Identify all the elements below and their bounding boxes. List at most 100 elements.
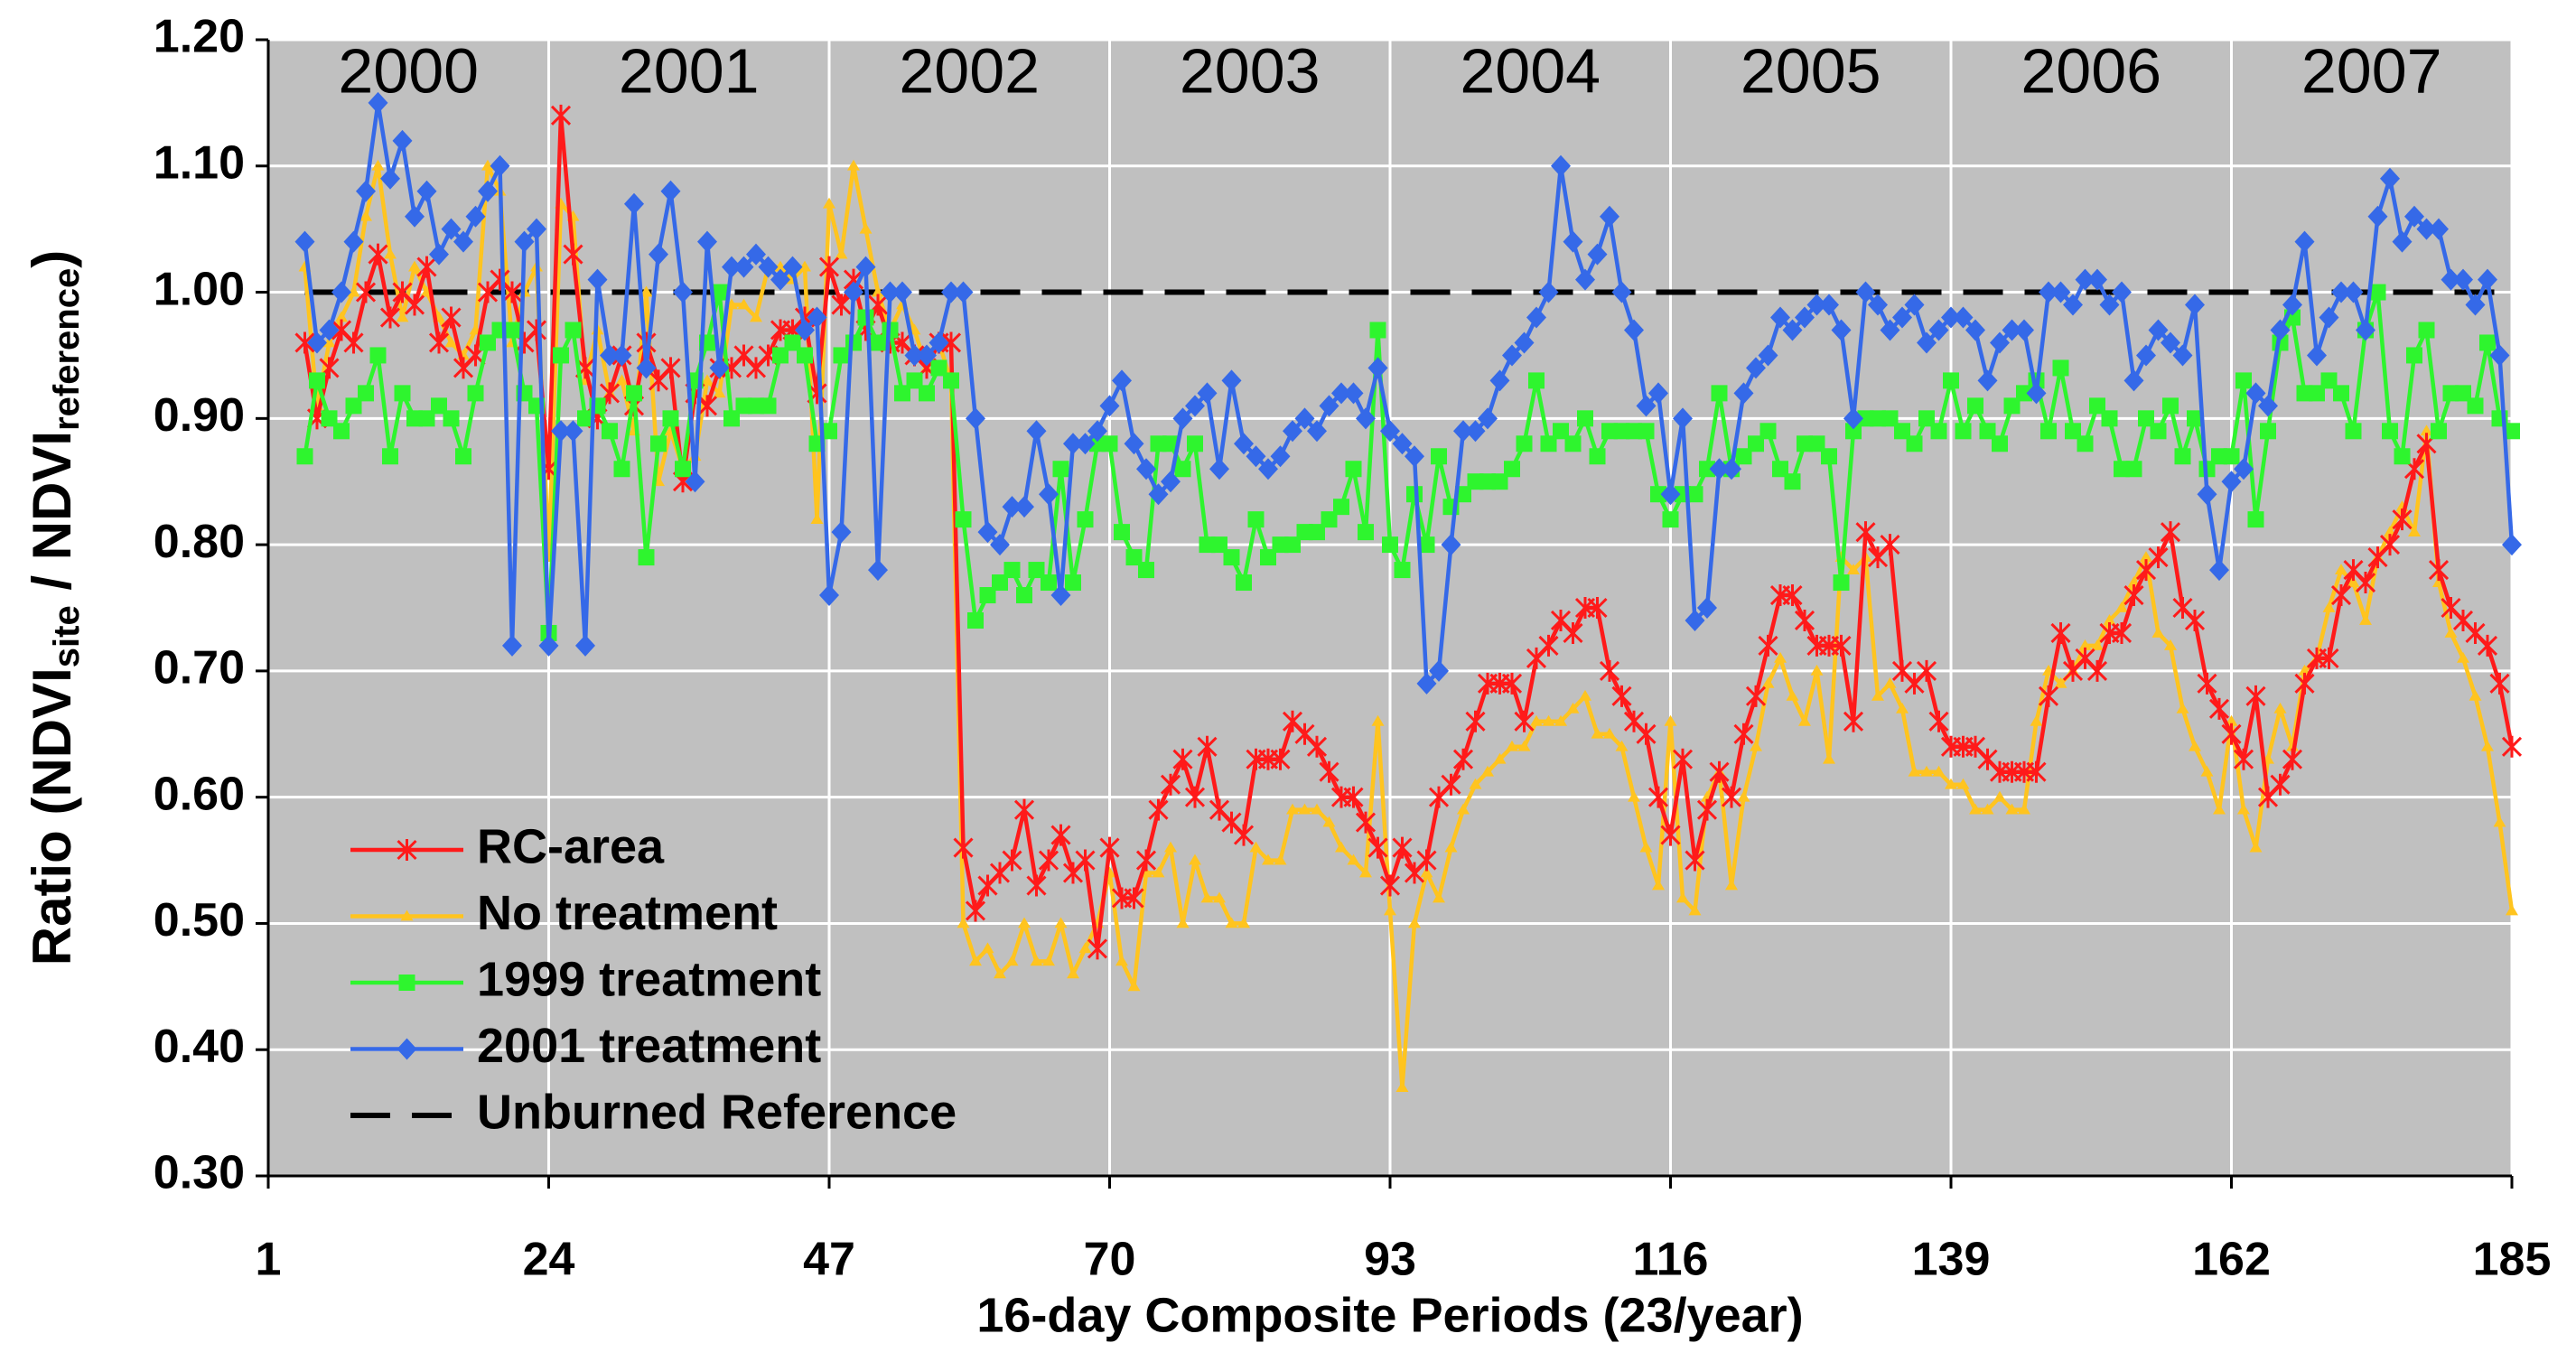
marker — [1286, 803, 1299, 815]
marker — [823, 197, 835, 209]
marker — [2249, 841, 2263, 853]
marker — [2040, 423, 2057, 440]
marker — [1855, 521, 1876, 544]
marker — [1514, 331, 1535, 354]
marker — [309, 372, 325, 389]
marker — [502, 634, 522, 657]
marker — [1465, 710, 1486, 732]
marker — [919, 385, 935, 402]
marker — [2343, 281, 2364, 303]
marker — [1002, 496, 1022, 518]
marker — [1234, 433, 1254, 455]
marker — [1540, 435, 1557, 452]
marker — [639, 285, 653, 297]
marker — [1833, 574, 1850, 592]
marker — [2245, 382, 2266, 405]
marker — [2501, 735, 2523, 758]
x-tick-label: 1 — [256, 1234, 282, 1286]
marker — [1392, 836, 1413, 859]
marker — [1379, 874, 1401, 897]
marker — [2187, 410, 2203, 427]
marker — [845, 334, 862, 351]
marker — [1894, 423, 1910, 440]
marker — [2453, 268, 2473, 291]
marker — [701, 374, 714, 386]
marker — [1650, 486, 1666, 503]
marker — [1591, 727, 1604, 739]
marker — [1928, 319, 1949, 341]
marker — [2030, 714, 2043, 726]
marker — [1810, 664, 1824, 676]
marker — [2416, 218, 2437, 240]
marker — [906, 372, 923, 389]
marker — [2005, 803, 2019, 815]
marker — [737, 298, 751, 310]
marker — [1896, 702, 1909, 713]
marker — [1566, 702, 1580, 713]
marker — [1639, 841, 1653, 853]
marker — [1298, 803, 1311, 815]
marker — [602, 423, 618, 440]
marker — [1392, 433, 1413, 455]
marker — [1491, 473, 1508, 490]
marker — [1733, 382, 1754, 405]
marker — [1624, 319, 1644, 341]
marker — [722, 256, 742, 278]
marker — [404, 294, 425, 316]
marker — [418, 410, 435, 427]
marker — [2444, 626, 2458, 638]
marker — [2003, 397, 2021, 415]
marker — [1209, 458, 1229, 480]
marker — [1892, 306, 1912, 329]
marker — [1652, 879, 1665, 891]
marker — [1709, 458, 1730, 480]
marker — [2099, 294, 2120, 316]
marker — [673, 281, 693, 303]
marker — [2078, 639, 2092, 650]
marker — [565, 322, 582, 339]
marker — [1737, 790, 1750, 802]
marker — [1087, 937, 1108, 960]
marker — [2333, 385, 2349, 402]
marker — [1371, 714, 1385, 726]
marker — [1774, 651, 1787, 663]
marker — [2162, 397, 2179, 415]
year-label: 2001 — [619, 35, 760, 106]
marker — [1647, 786, 1669, 808]
marker — [2489, 344, 2510, 367]
marker — [1075, 849, 1096, 872]
marker — [2260, 423, 2276, 440]
marker — [1148, 483, 1169, 506]
y-tick-label: 0.50 — [154, 894, 245, 947]
marker — [2185, 294, 2205, 316]
marker — [2477, 634, 2498, 657]
marker — [1418, 536, 1435, 554]
marker — [1506, 740, 1518, 751]
year-label: 2007 — [2301, 35, 2442, 106]
marker — [1761, 676, 1775, 688]
marker — [392, 129, 413, 152]
marker — [2489, 672, 2510, 695]
marker — [1880, 534, 1900, 556]
marker — [2428, 559, 2450, 582]
marker — [1050, 824, 1071, 846]
marker — [2054, 676, 2067, 688]
marker — [1124, 887, 1144, 909]
marker — [1551, 154, 1571, 177]
marker — [1932, 765, 1946, 777]
marker — [1367, 836, 1388, 859]
marker — [379, 306, 401, 329]
marker — [821, 423, 837, 440]
marker — [575, 634, 595, 657]
y-axis-title: Ratio (NDVIsite / NDVIreference) — [22, 250, 87, 965]
marker — [416, 180, 437, 202]
marker — [1908, 765, 1921, 777]
marker — [1969, 803, 1982, 815]
marker — [2369, 284, 2386, 301]
marker — [563, 243, 583, 266]
y-axis-title-part: / NDVI — [22, 431, 82, 605]
marker — [1225, 917, 1238, 928]
marker — [1745, 685, 1767, 707]
marker — [2479, 334, 2496, 351]
marker — [1845, 423, 1862, 440]
